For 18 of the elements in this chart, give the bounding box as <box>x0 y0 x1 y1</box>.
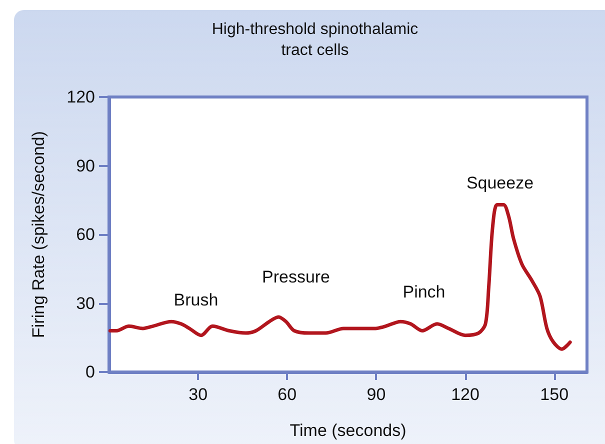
y-tick-label: 120 <box>66 88 95 106</box>
x-axis-title: Time (seconds) <box>290 421 406 440</box>
y-tick-label: 90 <box>76 156 95 176</box>
line-series <box>108 202 572 351</box>
x-tick-label: 150 <box>540 385 569 404</box>
x-tick-label: 30 <box>188 385 208 404</box>
y-tick-label: 0 <box>86 362 95 382</box>
y-tick-label: 60 <box>76 225 95 244</box>
x-tick-label: 120 <box>451 385 480 404</box>
annotation: Squeeze <box>466 174 534 192</box>
annotation: Brush <box>174 290 218 310</box>
chart-title: High-threshold spinothalamic tract cells <box>212 21 418 59</box>
x-tick-label: 90 <box>366 385 386 404</box>
y-tick-label: 30 <box>76 294 95 313</box>
annotation: Pinch <box>402 282 446 302</box>
y-axis-title: Firing Rate (spikes/second) <box>29 131 48 338</box>
annotation: Pressure <box>262 268 330 286</box>
x-tick-label: 60 <box>278 385 297 404</box>
